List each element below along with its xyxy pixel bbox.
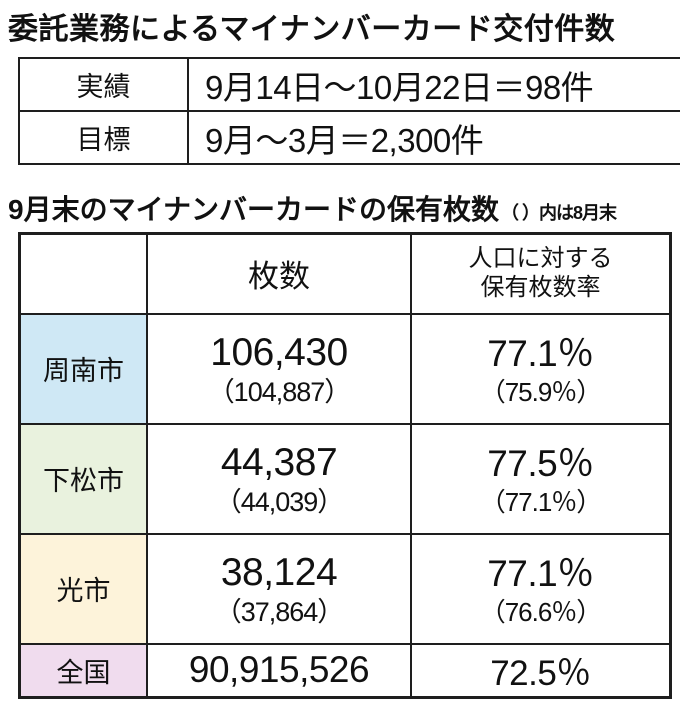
count-cell: 38,124 （37,864） xyxy=(146,532,412,645)
count-previous: （44,039） xyxy=(214,487,345,518)
table-row-actual: 実績 9月14日～10月22日＝98件 xyxy=(18,57,680,112)
count-current: 106,430 xyxy=(210,330,348,374)
rate-current: 77.1％ xyxy=(487,552,594,594)
holdings-section-title: 9月末のマイナンバーカードの保有枚数（ ）内は8月末 xyxy=(8,188,617,228)
rate-current: 77.5％ xyxy=(487,442,594,484)
rate-previous: （75.9％） xyxy=(479,376,603,407)
region-label: 下松市 xyxy=(18,422,148,535)
target-label: 目標 xyxy=(18,110,189,165)
rate-cell: 77.5％ （77.1％） xyxy=(410,422,672,535)
count-cell: 106,430 （104,887） xyxy=(146,312,412,425)
header-rate: 人口に対する 保有枚数率 xyxy=(410,232,672,315)
rate-current: 72.5％ xyxy=(490,653,591,693)
count-current: 38,124 xyxy=(220,550,338,594)
holdings-table: 枚数 人口に対する 保有枚数率 周南市 106,430 （104,887） 77… xyxy=(18,232,672,699)
region-label: 光市 xyxy=(18,532,148,645)
header-rate-line1: 人口に対する xyxy=(468,244,613,272)
table-row-target: 目標 9月～3月＝2,300件 xyxy=(18,110,680,165)
table-row-hikari: 光市 38,124 （37,864） 77.1％ （76.6％） xyxy=(18,532,672,645)
header-region xyxy=(18,232,148,315)
count-previous: （37,864） xyxy=(214,597,345,628)
count-previous: （104,887） xyxy=(207,377,352,408)
actual-label: 実績 xyxy=(18,57,189,112)
count-current: 90,915,526 xyxy=(188,649,370,690)
rate-cell: 77.1％ （75.9％） xyxy=(410,312,672,425)
rate-current: 77.1％ xyxy=(487,332,594,374)
holdings-header-row: 枚数 人口に対する 保有枚数率 xyxy=(18,232,672,315)
holdings-title-note: （ ）内は8月末 xyxy=(501,203,617,223)
region-label: 全国 xyxy=(18,642,148,698)
rate-cell: 72.5％ xyxy=(410,642,672,698)
actual-value: 9月14日～10月22日＝98件 xyxy=(187,57,680,112)
table-row-national: 全国 90,915,526 72.5％ xyxy=(18,642,672,698)
region-label: 周南市 xyxy=(18,312,148,425)
rate-previous: （76.6％） xyxy=(479,596,603,627)
rate-previous: （77.1％） xyxy=(479,486,603,517)
count-current: 44,387 xyxy=(220,440,338,484)
target-value: 9月～3月＝2,300件 xyxy=(187,110,680,165)
header-rate-line2: 保有枚数率 xyxy=(480,273,601,301)
count-cell: 90,915,526 xyxy=(146,642,412,698)
page-title: 委託業務によるマイナンバーカード交付件数 xyxy=(8,13,616,46)
table-row-kudamatsu: 下松市 44,387 （44,039） 77.5％ （77.1％） xyxy=(18,422,672,535)
count-cell: 44,387 （44,039） xyxy=(146,422,412,535)
table-row-shunan: 周南市 106,430 （104,887） 77.1％ （75.9％） xyxy=(18,312,672,425)
rate-cell: 77.1％ （76.6％） xyxy=(410,532,672,645)
header-count: 枚数 xyxy=(146,232,412,315)
issuance-summary-table: 実績 9月14日～10月22日＝98件 目標 9月～3月＝2,300件 xyxy=(18,57,680,165)
holdings-title-text: 9月末のマイナンバーカードの保有枚数 xyxy=(8,194,500,225)
